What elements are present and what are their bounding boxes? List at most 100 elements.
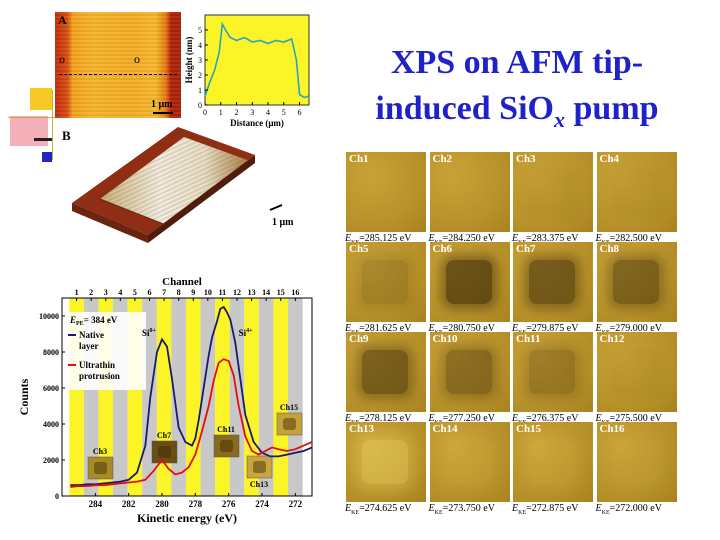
slide-title-line2: induced SiOx pump [322,86,712,143]
xps-series-line [70,305,313,487]
channel-energy-label: EKE=274.625 eV [345,503,412,516]
channel-image-label: Ch6 [432,243,453,255]
xps-xtick-label: 276 [222,499,236,509]
channel-image-spot [612,260,659,304]
channel-image-ch10: Ch10 [429,332,510,412]
xps-inset-label: Ch7 [157,431,171,440]
xps-inset-label: Ch3 [93,447,107,456]
channel-image-spot [445,440,492,484]
channel-band [200,298,216,496]
xps-xlabel: Kinetic energy (eV) [137,511,237,525]
channel-image-spot [612,440,659,484]
channel-image-ch14: Ch14 [429,422,510,502]
channel-image-label: Ch5 [349,243,369,255]
xps-inset-spot [94,462,107,474]
channel-image-ch12: Ch12 [596,332,677,412]
channel-band [288,298,303,496]
xps-title: Channel [162,276,202,288]
xps-inset-spot [253,461,266,473]
afm-scale-bar [153,112,173,114]
slide-title-line1: XPS on AFM tip- [390,44,644,81]
xps-inset-spot [158,446,171,458]
xps-ytick-label: 10000 [39,312,59,321]
channel-image-spot [362,170,408,214]
channel-tick-label: 1 [75,288,79,297]
channel-tick-label: 8 [177,288,181,297]
channel-band [156,298,172,496]
afm-panel-b-label: B [62,128,71,143]
channel-image-label: Ch13 [349,423,375,435]
xps-inset-thumbnail [246,455,273,479]
channel-tick-label: 10 [204,288,212,297]
channel-image-label: Ch8 [599,243,620,255]
channel-image-label: Ch15 [516,423,542,435]
afm-3d-surface: 1 μm [72,127,294,243]
channel-tick-label: 3 [104,288,108,297]
xps-legend-label: Ultrathin [79,360,115,370]
channel-image-label: Ch7 [516,243,536,255]
slide-title: XPS on AFM tip- induced SiOx pump [322,40,712,143]
channel-tick-label: 6 [148,288,152,297]
xps-xtick-label: 284 [89,499,103,509]
channel-image-ch7: Ch7 [513,242,593,322]
slide-title-subscript: x [554,106,565,132]
channel-image-label: Ch3 [516,153,536,165]
channel-image-label: Ch2 [432,153,453,165]
channel-image-spot [529,350,575,394]
xps-ytick-label: 2000 [43,456,59,465]
channel-image-label: Ch12 [599,333,625,345]
afm-scale-bar-label: 1 μm [151,99,173,110]
xps-legend-label: Native [79,330,104,340]
decor-horizontal-line [8,117,58,118]
channel-tick-label: 2 [89,288,93,297]
channel-image-label: Ch11 [516,333,541,345]
channel-tick-label: 5 [133,288,137,297]
channel-image-ch6: Ch6 [429,242,510,322]
xps-xtick-label: 282 [122,499,136,509]
surface-scale-bar [269,204,283,211]
channel-image-ch5: Ch5 [346,242,426,322]
channel-image-spot [529,170,575,214]
channel-image-spot [445,350,492,394]
xps-plot-frame [61,297,313,497]
channel-image-ch2: Ch2 [429,152,510,232]
channel-tick-label: 9 [191,288,195,297]
xps-inset-label: Ch13 [250,480,268,489]
xps-xtick-label: 280 [155,499,169,509]
xps-legend-label: protrusion [79,371,120,381]
channel-image-ch11: Ch11 [513,332,593,412]
channel-tick-label: 11 [219,288,227,297]
channel-band [258,298,274,496]
channel-tick-label: 15 [277,288,285,297]
xps-peak-label-si0: Si0+ [142,328,157,338]
channel-image-ch3: Ch3 [513,152,593,232]
channel-tick-label: 12 [233,288,241,297]
afm-profile-line [59,74,177,75]
channel-image-ch1: Ch1 [346,152,426,232]
xps-legend-box [66,312,146,390]
channel-image-label: Ch1 [349,153,369,165]
channel-band [244,298,259,496]
channel-image-ch16: Ch16 [596,422,677,502]
channel-image-spot [446,170,492,214]
slide-title-line2-end: pump [565,90,659,127]
xps-xtick-label: 278 [189,499,203,509]
channel-image-spot [362,260,408,304]
channel-image-spot [445,260,492,304]
xps-legend-label: layer [79,341,99,351]
channel-image-spot [612,350,659,394]
channel-image-label: Ch10 [432,333,458,345]
xps-inset-thumbnail [276,412,303,436]
decor-dark-bar [34,138,52,141]
xps-inset-thumbnail [87,456,114,480]
channel-tick-label: 4 [118,288,122,297]
xps-peak-label-si4: Si4+ [239,328,254,338]
channel-energy-label: EKE=272.875 eV [512,503,579,516]
decor-vertical-line [52,90,53,160]
xps-series-line [70,358,313,488]
xps-ylabel: Counts [17,378,31,415]
afm-panel-a-label: A [58,13,67,27]
channel-tick-label: 13 [248,288,256,297]
xps-inset-label: Ch15 [280,403,298,412]
